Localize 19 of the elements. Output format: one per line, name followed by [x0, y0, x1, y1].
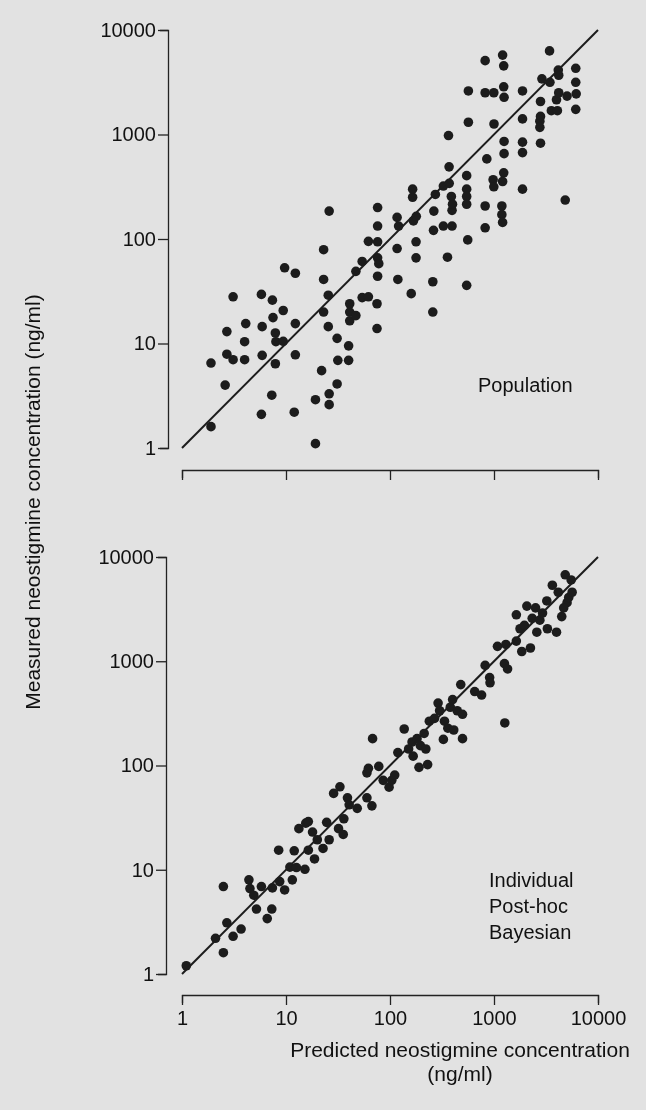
annotation: Population	[478, 374, 573, 396]
y-tick-label: 10000	[100, 18, 156, 41]
y-tick-label: 10	[131, 858, 154, 881]
x-axis-title: Predicted neostigmine concentration (ng/ml)	[290, 1038, 630, 1085]
y-axis-title: Measured neostigmine concentration (ng/ml)	[21, 294, 44, 710]
x-tick-label: 1000	[472, 1007, 517, 1030]
y-tick-label: 100	[120, 754, 154, 777]
x-tick-label: 100	[373, 1007, 408, 1030]
y-tick-label: 1	[142, 962, 154, 985]
x-tick-label: 1	[176, 1007, 189, 1030]
y-tick-label: 1000	[111, 123, 156, 146]
x-tick-label: 10	[275, 1007, 298, 1030]
x-tick-label: 10000	[570, 1007, 627, 1030]
y-tick-label: 1	[144, 436, 156, 459]
annotation: Individual Post-hoc Bayesian	[489, 869, 574, 943]
y-tick-label: 1000	[109, 650, 154, 673]
y-tick-label: 10000	[98, 545, 154, 568]
y-tick-label: 100	[122, 227, 156, 250]
y-tick-label: 10	[133, 332, 156, 355]
